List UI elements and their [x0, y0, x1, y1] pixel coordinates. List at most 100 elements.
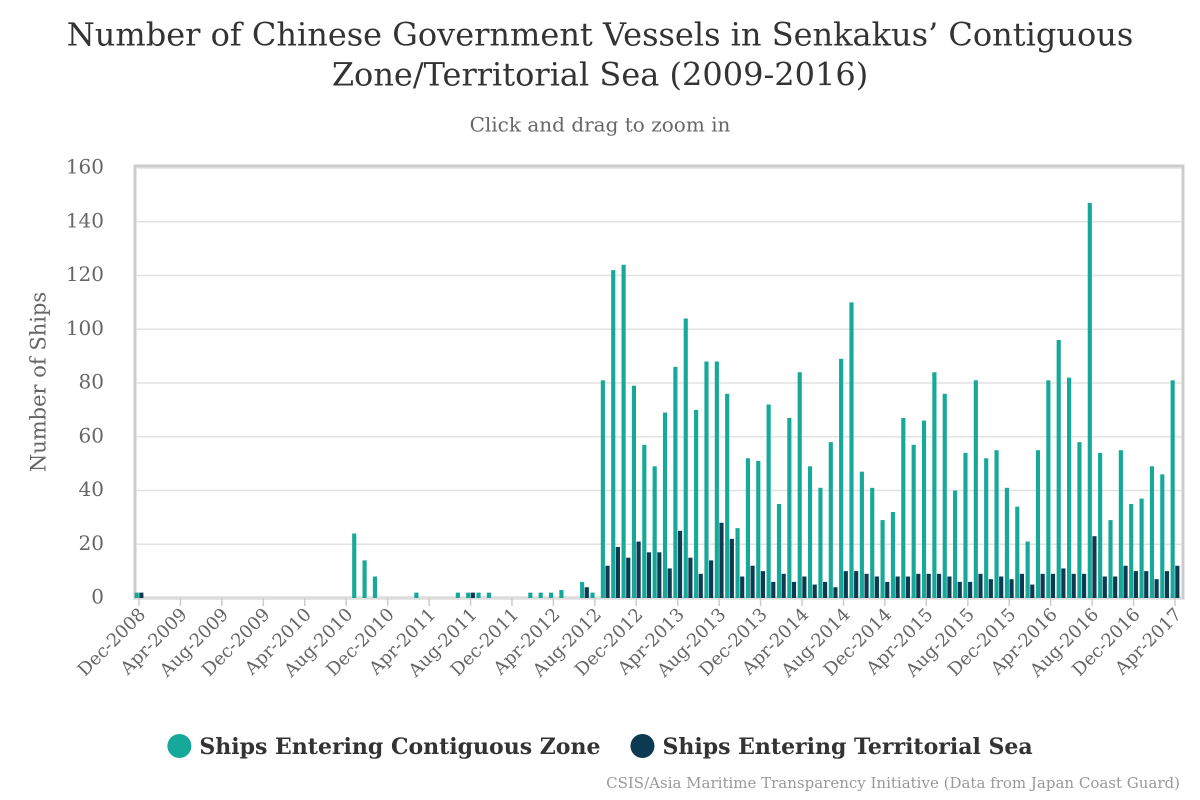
bar	[1144, 571, 1149, 598]
y-tick-label: 20	[79, 531, 104, 555]
bar	[859, 471, 864, 598]
bar	[1113, 576, 1118, 598]
bar	[771, 581, 776, 598]
bar	[984, 458, 989, 598]
bar	[652, 466, 657, 598]
legend: Ships Entering Contiguous Zone Ships Ente…	[167, 734, 1033, 760]
bar	[559, 589, 564, 598]
bar	[957, 581, 962, 598]
bar	[600, 380, 605, 598]
bar	[580, 581, 585, 598]
bar	[740, 576, 745, 598]
bar	[895, 576, 900, 598]
bar	[1040, 573, 1045, 598]
bar	[709, 560, 714, 598]
bar	[916, 573, 921, 598]
bar	[466, 592, 471, 598]
bar	[756, 460, 761, 598]
bar	[973, 380, 978, 598]
bar	[864, 573, 869, 598]
bar	[968, 581, 973, 598]
bar	[1056, 340, 1061, 598]
plot-border	[133, 164, 1185, 600]
legend-symbol	[167, 734, 192, 758]
bar	[787, 417, 792, 598]
bar	[1046, 380, 1051, 598]
bar	[999, 576, 1004, 598]
bar	[932, 372, 937, 598]
bar	[978, 573, 983, 598]
bar	[781, 573, 786, 598]
bar	[352, 533, 357, 598]
bar	[1015, 506, 1020, 598]
legend-label: Ships Entering Territorial Sea	[662, 734, 1032, 760]
bar	[476, 592, 481, 598]
bar	[1019, 573, 1025, 598]
bar	[776, 503, 782, 598]
bar	[1066, 377, 1072, 598]
bar	[874, 576, 879, 598]
y-tick-label: 40	[79, 477, 104, 501]
bar	[134, 592, 139, 598]
bar	[926, 573, 931, 598]
bar	[963, 452, 968, 598]
bar	[849, 302, 854, 598]
legend-label: Ships Entering Contiguous Zone	[199, 734, 600, 760]
bar	[843, 571, 848, 598]
bar	[802, 576, 807, 598]
bar	[1108, 520, 1113, 598]
bar	[901, 417, 906, 598]
bar	[677, 530, 683, 598]
bar	[833, 587, 838, 598]
bar	[139, 592, 144, 598]
bar	[1175, 565, 1180, 598]
legend-item[interactable]: Ships Entering Territorial Sea	[630, 734, 1033, 760]
bar	[1061, 568, 1066, 598]
bar	[870, 487, 875, 598]
bar	[885, 581, 890, 598]
bar	[1035, 450, 1041, 598]
y-tick-label: 120	[66, 262, 104, 286]
bar	[921, 420, 927, 598]
bar	[455, 592, 460, 598]
bar	[673, 366, 678, 598]
bar	[1025, 541, 1030, 598]
bar	[1170, 380, 1175, 598]
y-axis-title: Number of Ships	[27, 292, 51, 472]
bar	[807, 466, 813, 598]
bar	[735, 528, 740, 598]
bar	[538, 592, 543, 598]
bar	[791, 581, 797, 598]
bar	[584, 587, 589, 598]
bar	[1118, 450, 1123, 598]
legend-symbol	[630, 734, 655, 758]
bar	[936, 573, 942, 598]
credits: CSIS/Asia Maritime Transparency Initiati…	[606, 774, 1180, 792]
bar	[1160, 474, 1165, 598]
y-tick-label: 160	[66, 155, 104, 179]
bar	[667, 568, 672, 598]
bar	[657, 552, 662, 598]
bar	[812, 584, 817, 598]
bar	[662, 412, 668, 598]
bar	[1087, 202, 1092, 598]
bar	[372, 576, 378, 598]
bar	[1164, 571, 1170, 598]
bar	[988, 579, 993, 598]
bar	[729, 538, 734, 598]
bar	[839, 358, 844, 598]
bar	[1082, 573, 1087, 598]
bar	[905, 576, 911, 598]
bar	[642, 444, 647, 598]
bar	[1139, 498, 1144, 598]
bar	[1050, 573, 1056, 598]
bar	[605, 565, 610, 598]
bar	[1030, 584, 1035, 598]
bar	[823, 581, 828, 598]
bar	[631, 385, 637, 598]
bar	[947, 576, 952, 598]
legend-item[interactable]: Ships Entering Contiguous Zone	[167, 734, 600, 760]
bar	[590, 592, 595, 598]
y-tick-label: 60	[79, 423, 104, 447]
